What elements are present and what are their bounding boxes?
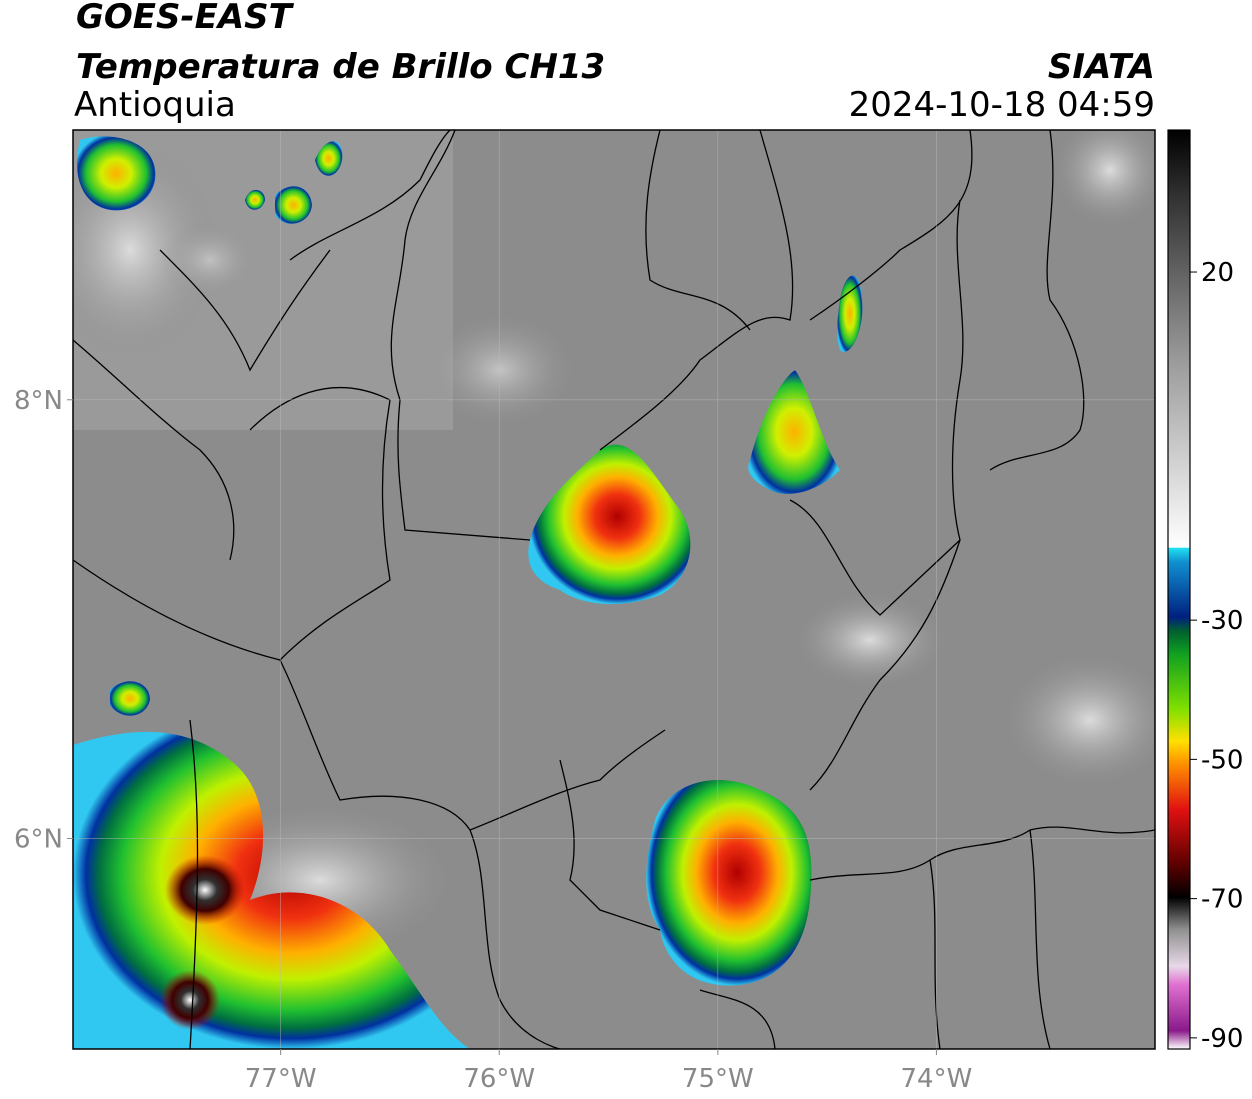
map-frame — [72, 129, 1156, 1050]
colorbar-ticks: 20 -30 -50 -70 -90 — [1190, 258, 1243, 1054]
lat-tick-label: 6°N — [14, 824, 63, 854]
timestamp: 2024-10-18 04:59 — [849, 85, 1155, 125]
lat-tick-label: 8°N — [14, 386, 63, 416]
satellite-image — [73, 130, 1155, 1049]
colorbar-tick-label: -70 — [1201, 885, 1243, 915]
agency: SIATA — [1048, 47, 1155, 87]
map-axes: 77°W 76°W 75°W 74°W 8°N 6°N — [14, 386, 972, 1094]
colorbar-tick-label: -50 — [1201, 745, 1243, 775]
region: Antioquia — [74, 85, 236, 125]
title: Temperatura de Brillo CH13 — [76, 47, 605, 87]
product: GOES-EAST — [76, 0, 295, 37]
colorbar-tick-label: -90 — [1201, 1024, 1243, 1054]
lon-tick-label: 76°W — [463, 1064, 535, 1094]
colorbar-tick-label: -30 — [1201, 606, 1243, 636]
colorbar-tick-label: 20 — [1201, 258, 1234, 288]
graticule — [73, 130, 1155, 1049]
lon-tick-label: 75°W — [682, 1064, 754, 1094]
colorbar — [1167, 129, 1191, 1050]
lon-tick-label: 74°W — [901, 1064, 973, 1094]
lon-tick-label: 77°W — [245, 1064, 317, 1094]
